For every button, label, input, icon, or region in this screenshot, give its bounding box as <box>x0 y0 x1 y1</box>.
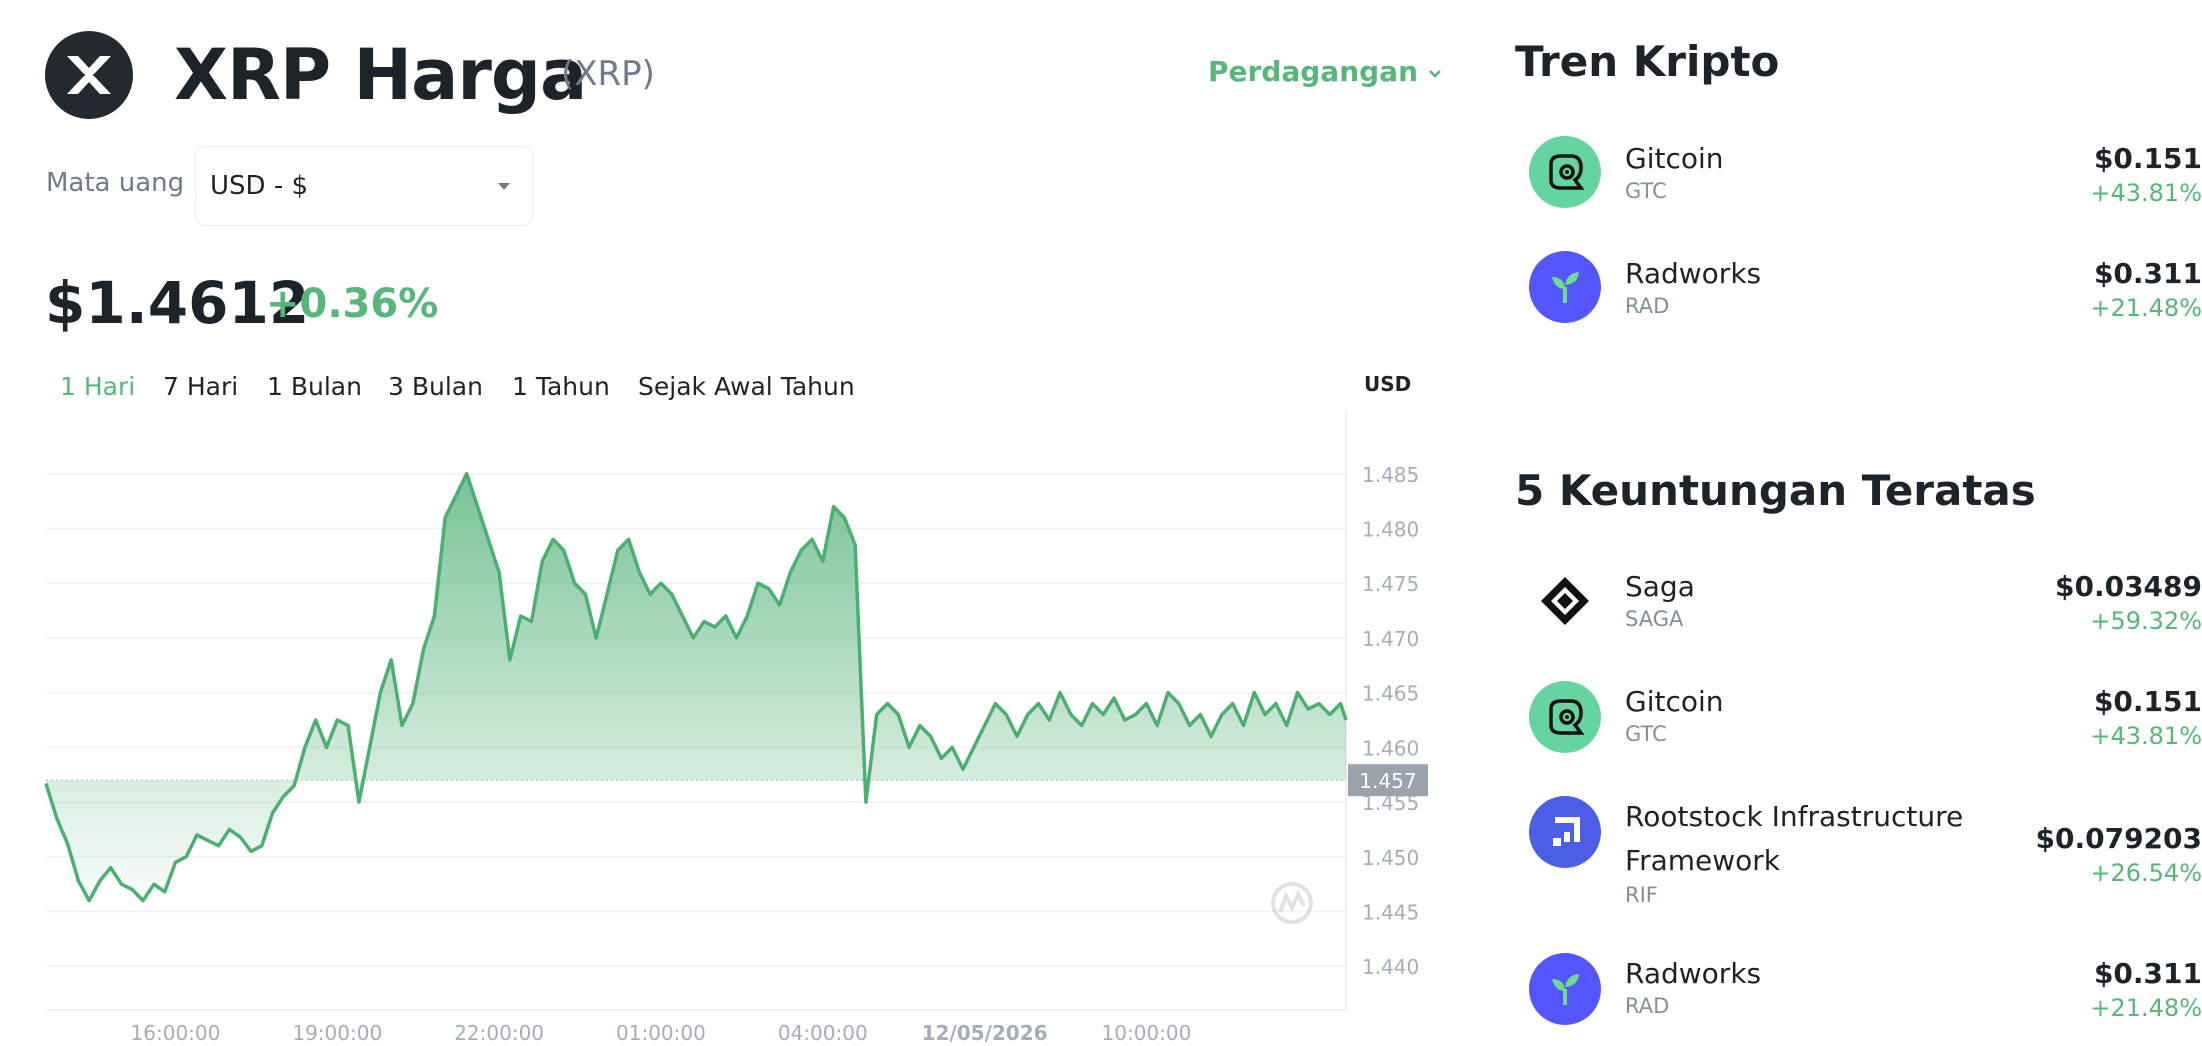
radworks-icon <box>1529 953 1601 1025</box>
x-tick-label: 22:00:00 <box>454 1021 544 1045</box>
coin-name-line2: Framework <box>1625 844 1780 877</box>
gitcoin-icon <box>1529 136 1601 208</box>
current-price-label: 1.457 <box>1359 769 1416 793</box>
x-tick-label: 19:00:00 <box>292 1021 382 1045</box>
page-title: XRP Harga <box>174 34 587 116</box>
currency-value: USD - $ <box>210 171 309 201</box>
saga-icon <box>1529 565 1601 637</box>
coin-price: $0.311 <box>2093 257 2202 290</box>
coin-name: Gitcoin <box>1625 142 1724 175</box>
y-tick-label: 1.445 <box>1362 901 1419 925</box>
rootstock-icon <box>1529 796 1601 868</box>
gainer-item-gitcoin[interactable]: Gitcoin GTC $0.151 +43.81% <box>1515 678 2202 758</box>
coin-name: Saga <box>1625 570 1695 603</box>
coin-symbol: RIF <box>1625 883 1658 907</box>
current-price-marker: 1.457 <box>1348 764 1428 797</box>
coin-symbol: GTC <box>1625 722 1667 746</box>
x-tick-label: 10:00:00 <box>1102 1021 1192 1045</box>
tab-1-tahun[interactable]: 1 Tahun <box>512 372 610 401</box>
coin-name-line1: Rootstock Infrastructure <box>1625 800 1964 833</box>
trade-label: Perdagangan <box>1208 55 1418 88</box>
tab-sejak-awal-tahun[interactable]: Sejak Awal Tahun <box>638 372 855 401</box>
coinmarketcap-watermark-icon <box>1271 882 1313 924</box>
price-area <box>46 473 1346 901</box>
y-tick-label: 1.485 <box>1362 463 1419 487</box>
gainer-item-radworks[interactable]: Radworks RAD $0.311 +21.48% <box>1515 950 2202 1030</box>
coin-price: $0.151 <box>2093 142 2202 175</box>
chevron-down-icon <box>1429 69 1441 78</box>
gainer-item-rootstock[interactable]: Rootstock Infrastructure Framework RIF $… <box>1515 793 2202 913</box>
y-tick-label: 1.450 <box>1362 846 1419 870</box>
chart-unit: USD <box>1364 372 1412 396</box>
coin-change: +43.81% <box>2090 722 2202 750</box>
coin-price: $0.311 <box>2093 957 2202 990</box>
tab-1-hari[interactable]: 1 Hari <box>60 372 136 401</box>
coin-symbol: RAD <box>1625 294 1670 318</box>
gitcoin-icon <box>1529 681 1601 753</box>
tab-7-hari[interactable]: 7 Hari <box>163 372 239 401</box>
coin-price: $0.151 <box>2093 685 2202 718</box>
coin-change: +21.48% <box>2090 294 2202 322</box>
trending-item-radworks[interactable]: Radworks RAD $0.311 +21.48% <box>1515 248 2202 328</box>
y-tick-label: 1.465 <box>1362 682 1419 706</box>
current-price: $1.4612 <box>45 269 310 337</box>
xrp-logo-icon <box>45 31 133 119</box>
price-change: +0.36% <box>266 281 439 327</box>
coin-change: +43.81% <box>2090 179 2202 207</box>
x-tick-label: 12/05/2026 <box>922 1021 1048 1045</box>
y-tick-label: 1.475 <box>1362 572 1419 596</box>
price-line <box>44 472 1348 903</box>
y-tick-label: 1.440 <box>1362 955 1419 979</box>
coin-change: +21.48% <box>2090 994 2202 1022</box>
x-tick-label: 04:00:00 <box>778 1021 868 1045</box>
currency-label: Mata uang <box>46 168 185 198</box>
coin-symbol: (XRP) <box>561 54 655 94</box>
tab-1-bulan[interactable]: 1 Bulan <box>267 372 362 401</box>
coin-name: Radworks <box>1625 957 1762 990</box>
coin-name: Radworks <box>1625 257 1762 290</box>
x-tick-label: 01:00:00 <box>616 1021 706 1045</box>
caret-down-icon <box>498 183 510 190</box>
coin-name: Gitcoin <box>1625 685 1724 718</box>
coin-symbol: RAD <box>1625 994 1670 1018</box>
coin-change: +59.32% <box>2090 607 2202 635</box>
coin-symbol: GTC <box>1625 179 1667 203</box>
price-chart[interactable]: 1.4851.4801.4751.4701.4651.4601.4551.450… <box>0 0 1440 1046</box>
trending-item-gitcoin[interactable]: Gitcoin GTC $0.151 +43.81% <box>1515 133 2202 213</box>
currency-select[interactable]: USD - $ <box>195 146 533 226</box>
x-tick-label: 16:00:00 <box>131 1021 221 1045</box>
coin-price: $0.079203 <box>2035 822 2202 855</box>
top-gainers-title: 5 Keuntungan Teratas <box>1515 466 2036 515</box>
coin-price: $0.03489 <box>2054 570 2202 603</box>
coin-symbol: SAGA <box>1625 607 1684 631</box>
trending-title: Tren Kripto <box>1515 37 1780 86</box>
y-tick-label: 1.470 <box>1362 627 1419 651</box>
y-tick-label: 1.480 <box>1362 517 1419 541</box>
tab-3-bulan[interactable]: 3 Bulan <box>388 372 483 401</box>
gainer-item-saga[interactable]: Saga SAGA $0.03489 +59.32% <box>1515 563 2202 643</box>
y-tick-label: 1.460 <box>1362 736 1419 760</box>
coin-change: +26.54% <box>2090 859 2202 887</box>
radworks-icon <box>1529 251 1601 323</box>
trade-dropdown[interactable]: Perdagangan <box>1208 55 1442 88</box>
